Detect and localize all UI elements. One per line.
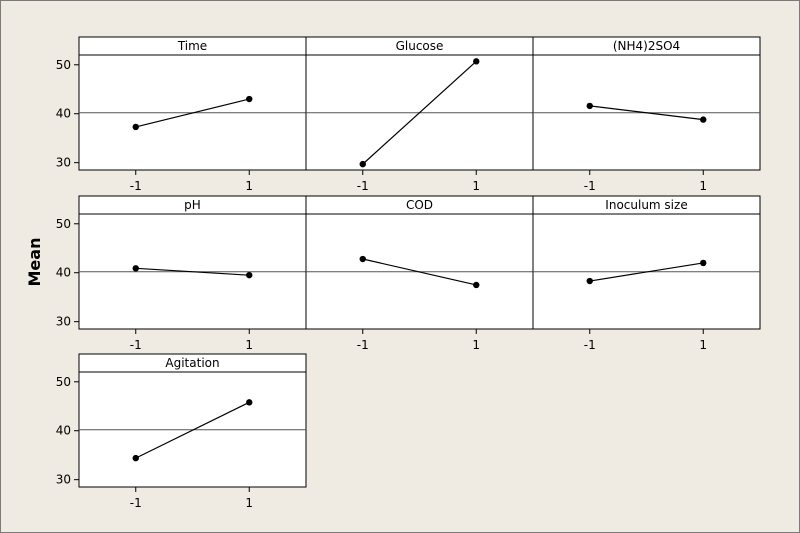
x-tick-label: -1	[584, 338, 596, 352]
panel-title: COD	[406, 198, 433, 212]
panel-agitation: Agitation 30 40 50 -1 1	[56, 353, 307, 510]
panel-box	[305, 36, 534, 171]
x-tick-label: -1	[130, 496, 142, 510]
y-tick-label: 40	[56, 266, 71, 280]
y-tick-label: 40	[56, 107, 71, 121]
x-tick-label: -1	[357, 338, 369, 352]
panel-inoculum-size: Inoculum size -1 1	[532, 195, 761, 352]
series-line	[362, 258, 477, 286]
x-tick-label: 1	[245, 338, 253, 352]
panel-box	[78, 195, 307, 330]
x-tick-label: -1	[130, 338, 142, 352]
data-point-high	[473, 58, 480, 65]
panel-title: Agitation	[165, 356, 219, 370]
series-line	[135, 98, 250, 128]
data-point-low	[132, 123, 139, 131]
data-point-low	[132, 454, 139, 462]
data-point-low	[586, 102, 593, 110]
panel-box	[305, 195, 534, 330]
y-tick-label: 50	[56, 375, 71, 389]
panel-title: (NH4)2SO4	[613, 39, 680, 53]
data-point-low	[586, 277, 593, 285]
data-point-high	[246, 399, 253, 406]
panel-box	[78, 36, 307, 171]
data-point-high	[700, 116, 707, 123]
series-line	[362, 60, 477, 165]
panel-title: Inoculum size	[605, 198, 687, 212]
panel-title: pH	[184, 198, 201, 212]
x-tick-label: 1	[245, 496, 253, 510]
panel-box	[532, 195, 761, 330]
panel-box	[78, 353, 307, 488]
data-point-high	[473, 281, 480, 289]
y-tick-label: 50	[56, 58, 71, 72]
series-line	[135, 267, 250, 276]
x-tick-label: 1	[472, 338, 480, 352]
y-tick-label: 50	[56, 217, 71, 231]
data-point-high	[700, 259, 707, 267]
series-line	[589, 105, 704, 121]
series-line	[589, 262, 704, 282]
panel-title: Time	[177, 39, 207, 53]
panel-time: Time 30 40 50 -1 1	[56, 36, 307, 193]
y-axis-label: Mean	[25, 238, 44, 287]
panels-group: Time 30 40 50 -1 1 Glucose -1 1 (NH4)2SO4 -1 1 pH 30 4…	[56, 36, 761, 510]
panel-ph: pH 30 40 50 -1 1	[56, 195, 307, 352]
x-tick-label: 1	[699, 338, 707, 352]
y-tick-label: 40	[56, 424, 71, 438]
y-tick-label: 30	[56, 315, 71, 329]
x-tick-label: -1	[584, 179, 596, 193]
x-tick-label: -1	[357, 179, 369, 193]
panel-glucose: Glucose -1 1	[305, 36, 534, 193]
panel-box	[532, 36, 761, 171]
panel-nh4-2so4: (NH4)2SO4 -1 1	[532, 36, 761, 193]
x-tick-label: 1	[699, 179, 707, 193]
y-tick-label: 30	[56, 156, 71, 170]
data-point-low	[359, 255, 366, 263]
data-point-low	[132, 265, 139, 272]
x-tick-label: -1	[130, 179, 142, 193]
y-tick-label: 30	[56, 473, 71, 487]
data-point-high	[246, 271, 253, 279]
data-point-high	[246, 95, 253, 103]
series-line	[135, 401, 250, 459]
x-tick-label: 1	[245, 179, 253, 193]
x-tick-label: 1	[472, 179, 480, 193]
panel-title: Glucose	[396, 39, 444, 53]
panel-cod: COD -1 1	[305, 195, 534, 352]
data-point-low	[359, 160, 366, 168]
